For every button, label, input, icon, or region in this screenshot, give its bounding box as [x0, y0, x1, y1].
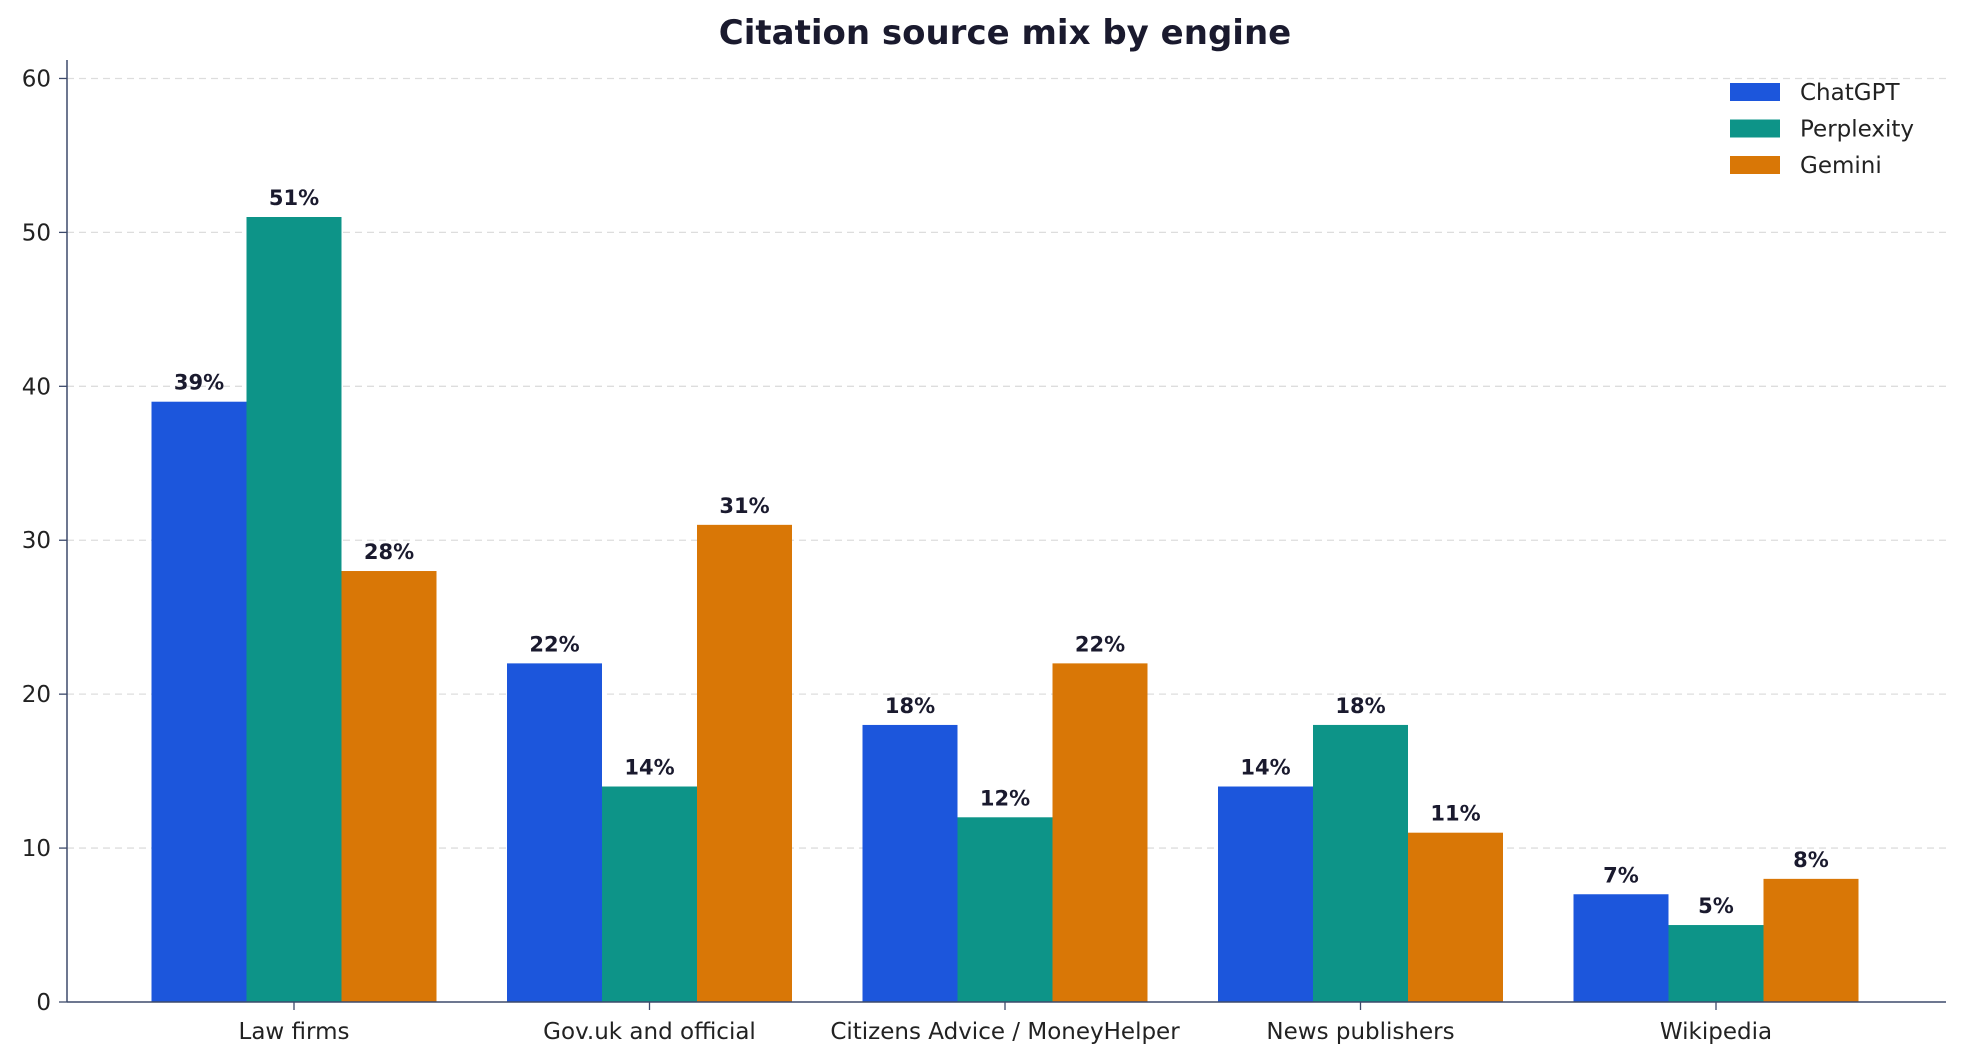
y-tick-label: 30: [22, 528, 51, 554]
axes: 0 10 20 30 40 50 60 Law firms Gov.uk and officia…: [22, 60, 1946, 1045]
bars: [151, 217, 1859, 1002]
bar: [1573, 894, 1669, 1002]
bar-value-label: 39%: [174, 371, 224, 395]
bar-value-label: 12%: [980, 786, 1030, 810]
bar: [1763, 878, 1859, 1002]
x-tick-label: Gov.uk and official: [543, 1019, 756, 1045]
bar-value-label: 28%: [364, 540, 414, 564]
legend-swatch: [1730, 156, 1780, 174]
bar: [507, 663, 602, 1002]
bar: [341, 571, 437, 1002]
legend-label: Gemini: [1800, 153, 1882, 179]
legend-swatch: [1730, 83, 1780, 101]
bar-value-label: 11%: [1430, 802, 1480, 826]
x-tick-label: Citizens Advice / MoneyHelper: [830, 1019, 1180, 1045]
y-tick-label: 50: [22, 220, 51, 246]
bar: [697, 524, 792, 1002]
bar-value-label: 14%: [624, 756, 674, 780]
legend-label: Perplexity: [1800, 117, 1914, 143]
bar: [862, 724, 958, 1002]
bar: [1218, 786, 1313, 1002]
bar: [1408, 832, 1503, 1002]
bar-value-label: 31%: [719, 494, 769, 518]
bar: [1668, 925, 1764, 1002]
bar: [957, 817, 1053, 1002]
bar: [151, 401, 247, 1002]
x-tick-label: Law firms: [239, 1019, 350, 1045]
bar: [246, 217, 342, 1002]
x-tick-label: News publishers: [1266, 1019, 1454, 1045]
y-tick-label: 40: [22, 374, 51, 400]
bar-value-label: 51%: [269, 186, 319, 210]
y-tick-label: 10: [22, 836, 51, 862]
bar-value-label: 18%: [1335, 694, 1385, 718]
legend-label: ChatGPT: [1800, 80, 1900, 106]
chart-title: Citation source mix by engine: [719, 13, 1291, 53]
bar-value-label: 7%: [1603, 863, 1639, 887]
y-tick-label: 0: [36, 990, 51, 1016]
bar-value-label: 22%: [1075, 632, 1125, 656]
bar: [602, 786, 697, 1002]
y-tick-label: 20: [22, 682, 51, 708]
bar-value-label: 14%: [1240, 756, 1290, 780]
bar: [1052, 663, 1148, 1002]
x-tick-label: Wikipedia: [1660, 1019, 1772, 1045]
bar-value-label: 18%: [885, 694, 935, 718]
legend: ChatGPT Perplexity Gemini: [1730, 80, 1914, 179]
bar-value-label: 22%: [529, 632, 579, 656]
bar-value-label: 8%: [1793, 848, 1829, 872]
y-tick-label: 60: [22, 66, 51, 92]
value-labels: 39% 51% 28% 22% 14% 31% 18% 12% 22% 14% 18% 11% 7% 5%…: [174, 186, 1829, 918]
bar: [1313, 724, 1408, 1002]
legend-swatch: [1730, 119, 1780, 138]
bar-value-label: 5%: [1698, 894, 1734, 918]
